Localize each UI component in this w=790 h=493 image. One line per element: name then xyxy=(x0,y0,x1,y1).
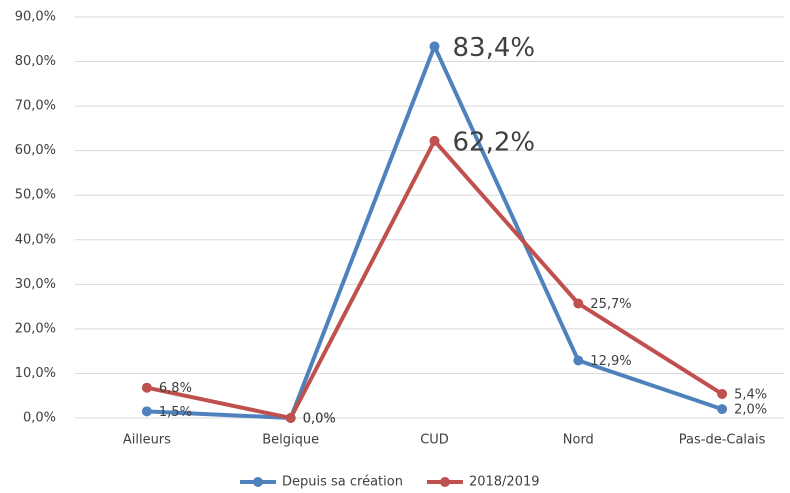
marker xyxy=(429,135,440,146)
data-label: 0,0% xyxy=(303,412,336,427)
data-label: 1,5% xyxy=(159,405,192,420)
data-label: 5,4% xyxy=(734,387,767,402)
marker xyxy=(141,406,152,417)
y-tick-label: 40,0% xyxy=(15,232,56,247)
x-tick-label: Ailleurs xyxy=(123,433,171,448)
y-tick-label: 60,0% xyxy=(15,143,56,158)
y-tick-label: 0,0% xyxy=(23,411,56,426)
y-tick-label: 10,0% xyxy=(15,366,56,381)
legend-label: 2018/2019 xyxy=(469,475,540,490)
data-label: 12,9% xyxy=(590,354,631,369)
data-label: 25,7% xyxy=(590,297,631,312)
marker xyxy=(429,41,440,52)
marker xyxy=(573,298,584,309)
data-label: 62,2% xyxy=(453,127,536,157)
y-tick-label: 20,0% xyxy=(15,321,56,336)
line xyxy=(146,44,723,420)
x-tick-label: Nord xyxy=(563,433,594,448)
marker xyxy=(573,355,584,366)
legend-label: Depuis sa création xyxy=(282,475,403,490)
data-label: 6,8% xyxy=(159,381,192,396)
data-label: 2,0% xyxy=(734,403,767,418)
line xyxy=(146,138,724,420)
y-tick-label: 30,0% xyxy=(15,277,56,292)
y-tick-label: 50,0% xyxy=(15,188,56,203)
y-tick-label: 80,0% xyxy=(15,54,56,69)
marker xyxy=(285,413,296,423)
marker xyxy=(717,388,728,399)
x-tick-label: CUD xyxy=(420,433,449,448)
legend-marker xyxy=(253,477,263,487)
y-tick-label: 70,0% xyxy=(15,99,56,114)
y-tick-label: 90,0% xyxy=(15,10,56,25)
data-label: 0,0% xyxy=(303,412,336,427)
marker xyxy=(141,382,152,393)
x-tick-label: Belgique xyxy=(262,433,319,448)
marker xyxy=(717,404,728,415)
data-label: 83,4% xyxy=(453,33,536,63)
legend-marker xyxy=(439,477,450,487)
x-tick-label: Pas-de-Calais xyxy=(679,433,766,448)
